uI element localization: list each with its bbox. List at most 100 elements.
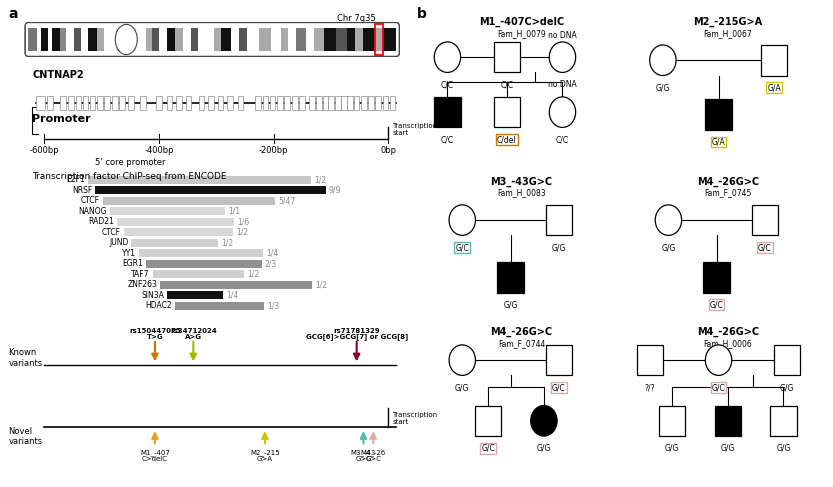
Bar [774, 345, 801, 375]
Bar [90, 95, 96, 110]
Text: CTCF: CTCF [81, 196, 99, 206]
Bar [475, 406, 501, 436]
Circle shape [449, 345, 476, 375]
Text: C/C: C/C [441, 135, 454, 144]
Bar [128, 95, 134, 110]
Bar [292, 95, 298, 110]
Bar [97, 95, 102, 110]
Bar [659, 406, 686, 436]
Bar [227, 95, 233, 110]
Bar [157, 95, 162, 110]
Circle shape [650, 45, 676, 75]
Bar [297, 28, 306, 51]
Text: G/C: G/C [481, 444, 495, 453]
Bar [48, 28, 52, 51]
Bar [214, 28, 221, 51]
Text: G/G: G/G [656, 83, 670, 92]
Bar [382, 95, 388, 110]
Text: G/C: G/C [710, 300, 724, 309]
Text: 1/2: 1/2 [236, 228, 248, 237]
Bar [152, 28, 159, 51]
Bar [88, 28, 97, 51]
Text: -400bp: -400bp [144, 146, 174, 155]
Bar [354, 95, 359, 110]
Bar [186, 95, 192, 110]
Text: CTCF: CTCF [102, 228, 121, 237]
Ellipse shape [115, 24, 137, 55]
Text: C/C: C/C [556, 135, 569, 144]
Bar [314, 28, 324, 51]
Text: rs150447075: rs150447075 [129, 328, 181, 334]
Circle shape [449, 205, 476, 235]
Bar [376, 95, 381, 110]
Bar [494, 97, 520, 128]
Circle shape [706, 345, 731, 375]
Text: T>G: T>G [147, 334, 163, 340]
Text: G/A: G/A [711, 137, 726, 147]
Text: 1/2: 1/2 [247, 270, 260, 279]
Text: JUND: JUND [109, 238, 128, 247]
Text: ?/?: ?/? [645, 383, 656, 392]
Text: Fam_H_0067: Fam_H_0067 [703, 29, 752, 37]
Text: 0bp: 0bp [380, 146, 397, 155]
Text: YY1: YY1 [122, 249, 136, 258]
Bar [306, 28, 314, 51]
Bar [368, 95, 374, 110]
Bar [247, 28, 258, 51]
Bar [761, 45, 787, 75]
Text: TAF7: TAF7 [132, 270, 150, 279]
Text: b: b [416, 7, 426, 21]
Bar [74, 28, 81, 51]
Text: Transcription
start: Transcription start [392, 412, 437, 425]
Bar [47, 95, 53, 110]
Text: G/G: G/G [503, 300, 517, 309]
Bar [218, 95, 223, 110]
Text: RAD21: RAD21 [88, 217, 114, 226]
Bar [208, 95, 214, 110]
Text: 5’ core promoter: 5’ core promoter [95, 158, 166, 167]
Bar [383, 28, 397, 51]
Bar [191, 28, 198, 51]
Text: Transcription factor ChIP-seq from ENCODE: Transcription factor ChIP-seq from ENCOD… [32, 172, 227, 181]
Circle shape [549, 97, 576, 128]
Bar [177, 95, 182, 110]
Bar [146, 28, 152, 51]
Bar [138, 249, 262, 257]
Text: M2_-215G>A: M2_-215G>A [693, 17, 762, 27]
Text: G/C: G/C [552, 383, 566, 392]
Text: 1/2: 1/2 [316, 281, 327, 289]
Text: Fam_H_0083: Fam_H_0083 [497, 188, 546, 198]
Bar [104, 28, 117, 51]
Text: Fam_F_0745: Fam_F_0745 [704, 188, 751, 198]
Bar [238, 95, 243, 110]
Bar [231, 28, 238, 51]
Bar [119, 95, 125, 110]
Text: G>A: G>A [257, 456, 273, 462]
Bar [434, 97, 461, 128]
Bar [137, 28, 146, 51]
Text: no DNA: no DNA [548, 80, 576, 89]
Circle shape [656, 205, 681, 235]
Text: HDAC2: HDAC2 [145, 301, 172, 310]
Bar [117, 28, 137, 51]
Bar [182, 28, 191, 51]
Bar [132, 239, 218, 247]
Text: Transcription
start: Transcription start [392, 123, 437, 136]
Text: Fam_F_0744: Fam_F_0744 [498, 339, 546, 348]
Text: 5/47: 5/47 [278, 196, 296, 206]
Bar [198, 95, 204, 110]
Bar [704, 262, 730, 293]
Text: M2_-215: M2_-215 [250, 449, 280, 456]
Circle shape [549, 42, 576, 73]
Bar [262, 95, 268, 110]
Bar [97, 28, 104, 51]
Bar [546, 205, 572, 235]
Text: -600bp: -600bp [29, 146, 59, 155]
Text: Novel
variants: Novel variants [8, 427, 42, 447]
Text: A>G: A>G [185, 334, 202, 340]
Text: CNTNAP2: CNTNAP2 [32, 70, 84, 80]
Bar [347, 28, 356, 51]
Bar [317, 95, 322, 110]
Text: C/del: C/del [497, 135, 516, 144]
Bar [284, 95, 290, 110]
